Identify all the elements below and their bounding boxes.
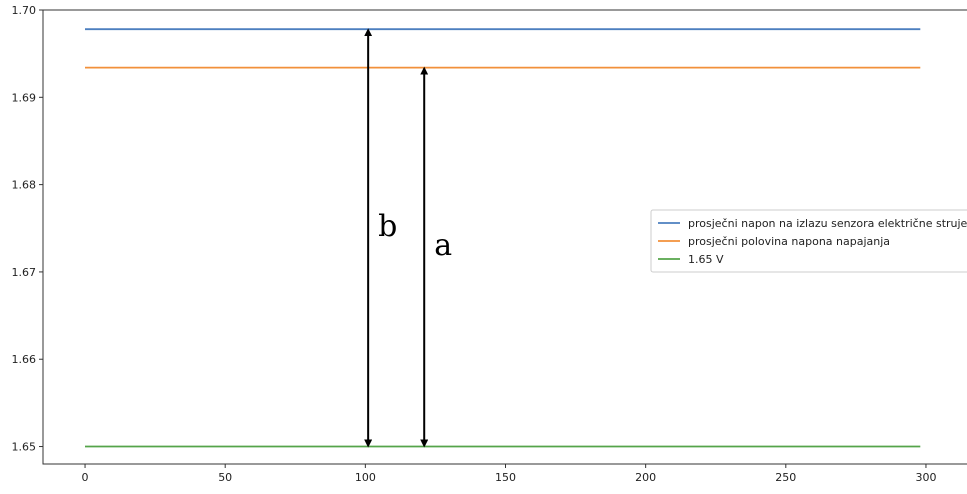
- legend-label-2: prosječni polovina napona napajanja: [688, 235, 890, 248]
- x-tick-label: 150: [495, 471, 516, 484]
- series-layer: [85, 28, 921, 448]
- y-tick-label: 1.69: [12, 91, 37, 104]
- x-axis: 0 50 100 150 200 250 300: [82, 464, 936, 484]
- y-tick-label: 1.68: [12, 179, 37, 192]
- y-axis: 1.65 1.66 1.67 1.68 1.69 1.70: [12, 4, 43, 454]
- y-tick-label: 1.66: [12, 353, 37, 366]
- annotation-label-b: b: [378, 209, 397, 244]
- x-tick-label: 200: [635, 471, 656, 484]
- legend: prosječni napon na izlazu senzora elektr…: [650, 209, 967, 273]
- legend-box: [650, 209, 967, 273]
- y-tick-label: 1.67: [12, 266, 37, 279]
- y-tick-label: 1.65: [12, 441, 37, 454]
- annotation-layer: ba: [364, 28, 452, 448]
- legend-label-1: prosječni napon na izlazu senzora elektr…: [688, 217, 967, 230]
- x-tick-label: 0: [82, 471, 89, 484]
- x-tick-label: 250: [775, 471, 796, 484]
- x-tick-label: 100: [355, 471, 376, 484]
- y-tick-label: 1.70: [12, 4, 37, 17]
- annotation-label-a: a: [434, 228, 452, 263]
- x-tick-label: 50: [218, 471, 232, 484]
- x-tick-label: 300: [915, 471, 936, 484]
- legend-label-3: 1.65 V: [688, 253, 724, 266]
